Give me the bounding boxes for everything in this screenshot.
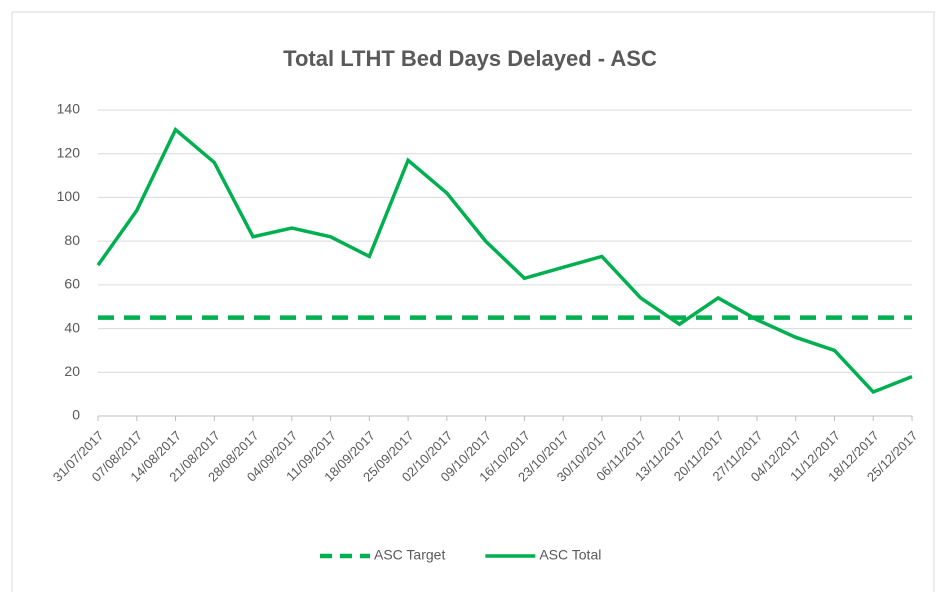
chart-title: Total LTHT Bed Days Delayed - ASC: [283, 46, 657, 71]
y-tick-label: 40: [64, 319, 80, 335]
legend-label: ASC Target: [374, 547, 445, 563]
line-series: [96, 126, 913, 395]
y-tick-label: 80: [64, 232, 80, 248]
y-tick-label: 140: [57, 101, 81, 117]
y-tick-label: 100: [57, 188, 81, 204]
y-tick-label: 60: [64, 276, 80, 292]
y-tick-label: 20: [64, 363, 80, 379]
chart-frame: [11, 11, 935, 592]
y-tick-label: 120: [57, 144, 81, 160]
legend-label: ASC Total: [539, 547, 601, 563]
y-tick-label: 0: [72, 407, 80, 423]
